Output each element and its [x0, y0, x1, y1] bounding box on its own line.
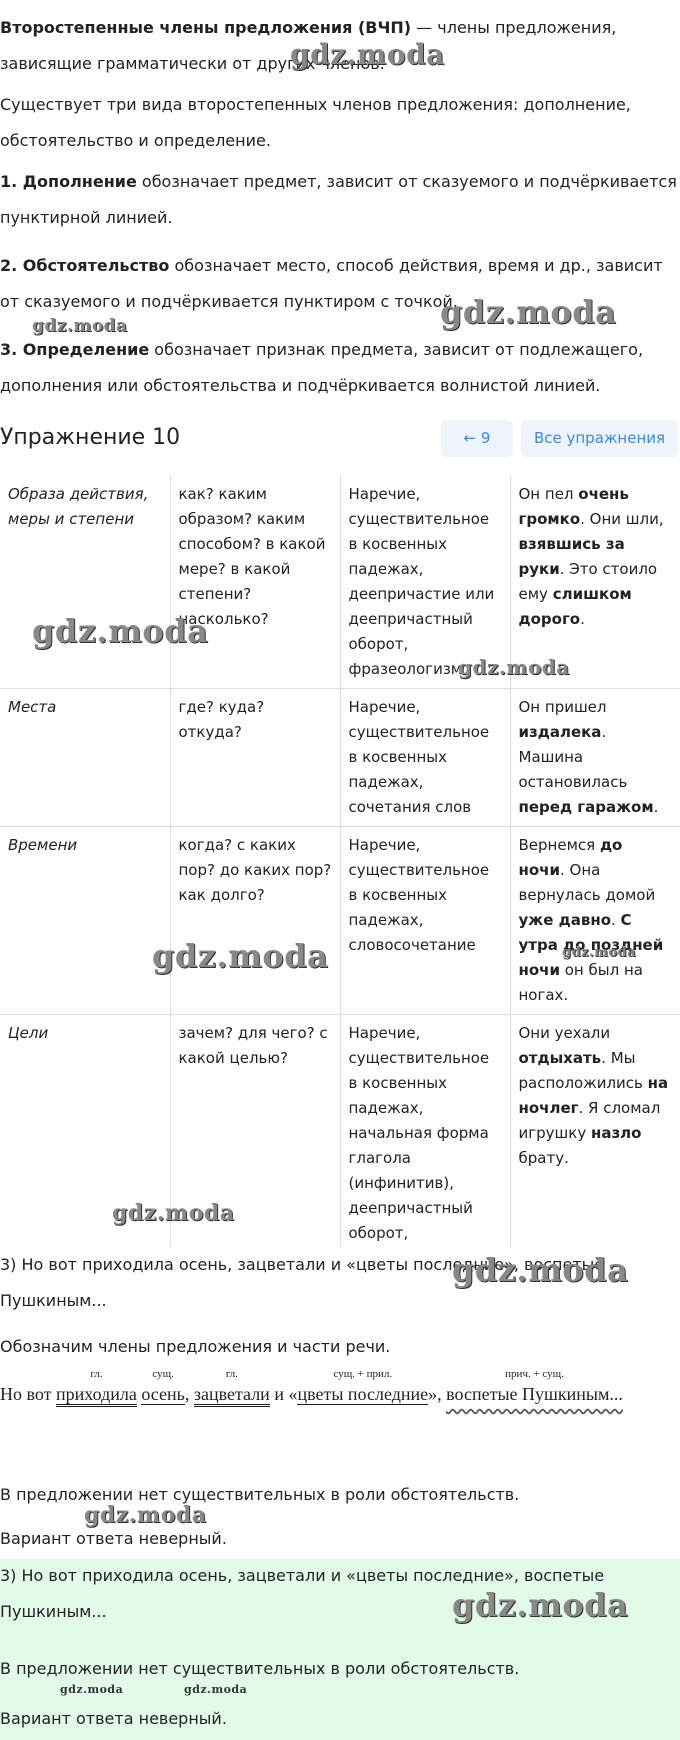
word: воспетые Пушкиным... — [446, 1384, 623, 1404]
text: обозначает признак предмета, зависит от … — [0, 340, 644, 395]
table-cell: как? каким образом? каким способом? в ка… — [170, 476, 341, 689]
answer-option: 3) Но вот приходила осень, зацветали и «… — [0, 1255, 605, 1310]
bold-text: 3. Определение — [0, 340, 150, 359]
annotated-sentence: Но вот приходила гл. осень сущ., зацветали… — [0, 1368, 680, 1418]
part-of-speech: гл. — [90, 1368, 103, 1380]
text: обозначает предмет, зависит от сказуемог… — [0, 172, 677, 227]
table-cell: Он пел очень громко. Они шли, взявшись з… — [510, 476, 680, 689]
text: . Машина остановилась — [518, 723, 628, 791]
selected-conclusion: В предложении нет существительных в роли… — [0, 1659, 520, 1678]
table-row: Цели зачем? для чего? с какой целью? Нареч… — [0, 1014, 680, 1247]
bold-text: С утра до поздней ночи — [518, 911, 664, 979]
text: Существует три вида второстепенных члено… — [0, 95, 631, 150]
exercise-title: Упражнение 10 — [0, 425, 181, 450]
text: . — [653, 798, 659, 816]
bold-text: Второстепенные члены предложения (ВЧП) — [0, 18, 412, 37]
table-cell: Они уехали отдыхать. Мы расположились на… — [510, 1014, 680, 1247]
text: Они уехали — [518, 1024, 611, 1042]
table-cell: Вернемся до ночи. Она вернулась домой уж… — [510, 826, 680, 1015]
text: брату. — [518, 1149, 569, 1167]
bold-text: до ночи — [518, 836, 623, 879]
selected-verdict: Вариант ответа неверный. — [0, 1709, 227, 1728]
part-of-speech: прич. + сущ. — [505, 1368, 564, 1380]
table-row: Места где? куда? откуда? Наречие, существи… — [0, 688, 680, 827]
text: . Она вернулась домой — [518, 861, 656, 904]
annotated-word: осень сущ. — [141, 1368, 185, 1406]
bold-text: уже давно — [518, 911, 612, 929]
prev-button[interactable]: ← 9 — [441, 420, 513, 457]
table-cell: зачем? для чего? с какой целью? — [170, 1014, 341, 1247]
word: осень — [141, 1384, 185, 1405]
table-cell: Он пришел издалека. Машина остановилась … — [510, 688, 680, 827]
word: цветы последние — [297, 1384, 429, 1405]
bold-text: взявшись за руки — [518, 535, 625, 578]
part-of-speech: сущ. — [152, 1368, 174, 1380]
bold-text: отдыхать — [518, 1049, 602, 1067]
annotated-word: зацветали гл. — [193, 1368, 270, 1407]
text: . — [580, 610, 585, 628]
part-of-speech: гл. — [225, 1368, 238, 1380]
table-wrapper: Образа действия, меры и степени как? каки… — [0, 476, 680, 1247]
text: . Мы расположились — [518, 1049, 648, 1092]
text: обозначает место, способ действия, время… — [0, 256, 663, 311]
bold-text: слишком дорого — [518, 585, 632, 628]
text: и « — [269, 1384, 298, 1404]
answer-conclusion: В предложении нет существительных в роли… — [0, 1485, 520, 1504]
text: Он пришел — [518, 698, 607, 716]
text: », — [428, 1384, 447, 1404]
answer-intro: Обозначим члены предложения и части речи… — [0, 1337, 391, 1356]
bold-text: 2. Обстоятельство — [0, 256, 170, 275]
table: Образа действия, меры и степени как? каки… — [0, 476, 680, 1247]
bold-text: 1. Дополнение — [0, 172, 137, 191]
table-row: Времени когда? с каких пор? до каких пор?… — [0, 826, 680, 1015]
text: . Они шли, — [580, 510, 664, 528]
table-row: Образа действия, меры и степени как? каки… — [0, 476, 680, 689]
paragraph: Существует три вида второстепенных члено… — [0, 87, 680, 159]
table-cell: когда? с каких пор? до каких пор? как до… — [170, 826, 341, 1015]
annotated-word: воспетые Пушкиным... прич. + сущ. — [446, 1368, 623, 1406]
all-exercises-button[interactable]: Все упражнения — [521, 420, 678, 457]
table-cell: Наречие, существительное в косвенных пад… — [340, 1014, 511, 1247]
table-cell: Места — [0, 688, 171, 827]
text: он был на ногах. — [518, 961, 643, 1004]
bold-text: перед гаражом — [518, 798, 654, 816]
annotated-word: приходила гл. — [56, 1368, 137, 1407]
table-cell: Наречие, существительное в косвенных пад… — [340, 476, 511, 689]
paragraph: 2. Обстоятельство обозначает место, спос… — [0, 248, 680, 320]
bold-text: назло — [590, 1124, 642, 1142]
text: — члены предложения, зависящие грамматич… — [0, 18, 617, 73]
word: приходила — [56, 1384, 137, 1407]
text: . — [611, 911, 621, 929]
table-cell: где? куда? откуда? — [170, 688, 341, 827]
text: Он пел — [518, 485, 579, 503]
paragraph: 1. Дополнение обозначает предмет, зависи… — [0, 164, 680, 236]
table-cell: Времени — [0, 826, 171, 1015]
text: Но вот — [0, 1384, 57, 1404]
table-cell: Наречие, существительное в косвенных пад… — [340, 826, 511, 1015]
selected-answer: 3) Но вот приходила осень, зацветали и «… — [0, 1559, 680, 1740]
word: зацветали — [193, 1384, 270, 1407]
table-cell: Наречие, существительное в косвенных пад… — [340, 688, 511, 827]
bold-text: очень громко — [518, 485, 629, 528]
table-cell: Цели — [0, 1014, 171, 1247]
table-cell: Образа действия, меры и степени — [0, 476, 171, 689]
bold-text: на ночлег — [518, 1074, 669, 1117]
exercise-header: Упражнение 10 — [0, 420, 680, 456]
selected-option: 3) Но вот приходила осень, зацветали и «… — [0, 1566, 605, 1621]
bold-text: издалека — [518, 723, 602, 741]
paragraph: Второстепенные члены предложения (ВЧП) —… — [0, 10, 680, 82]
text: . Я сломал игрушку — [518, 1099, 661, 1142]
text: Вернемся — [518, 836, 600, 854]
paragraph: 3. Определение обозначает признак предме… — [0, 332, 680, 404]
annotated-word: цветы последние сущ. + прил. — [297, 1368, 429, 1406]
text: . Это стоило ему — [518, 560, 658, 603]
text: , — [184, 1384, 194, 1404]
answer-verdict: Вариант ответа неверный. — [0, 1529, 227, 1548]
part-of-speech: сущ. + прил. — [333, 1368, 393, 1380]
